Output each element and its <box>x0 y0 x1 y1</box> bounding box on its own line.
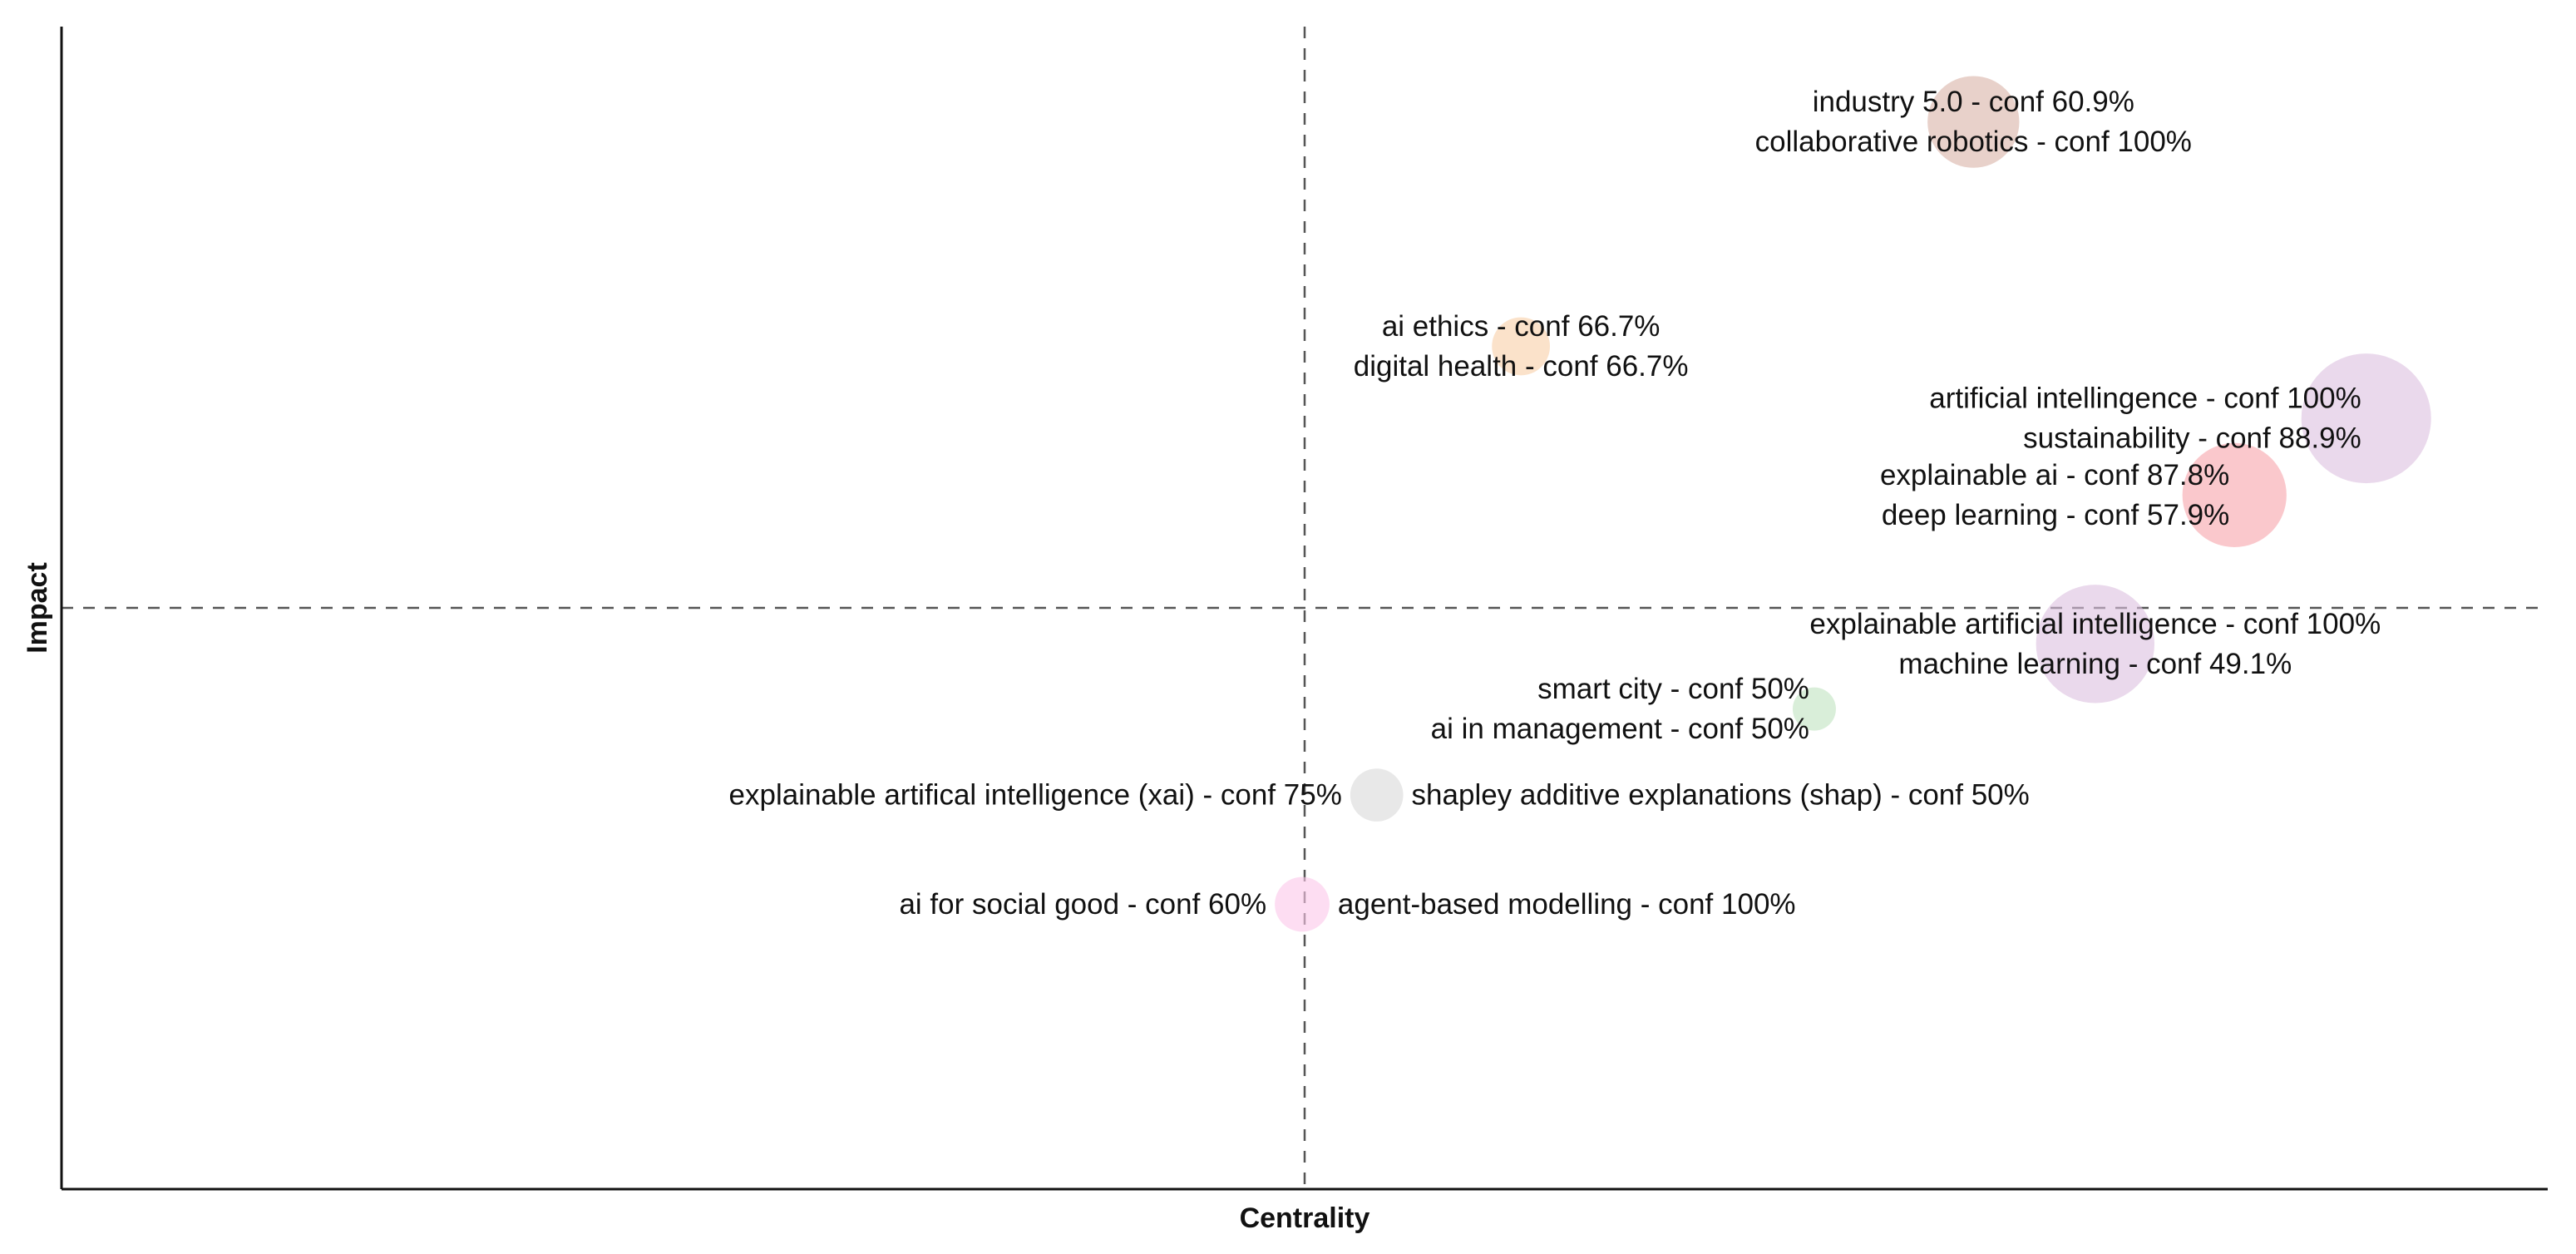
cluster-labels: industry 5.0 - conf 60.9% collaborative r… <box>729 86 2381 921</box>
cluster-label: smart city - conf 50% <box>1537 673 1809 705</box>
cluster-label: deep learning - conf 57.9% <box>1882 499 2229 531</box>
y-axis-title: Impact <box>22 562 53 654</box>
cluster-bubble <box>2182 442 2287 548</box>
cluster-label: agent-based modelling - conf 100% <box>1338 888 1796 921</box>
cluster-bubble <box>1492 317 1551 376</box>
cluster-bubbles <box>1275 76 2431 932</box>
cluster-bubble <box>1792 687 1836 731</box>
cluster-label: sustainability - conf 88.9% <box>2023 422 2361 455</box>
cluster-label: industry 5.0 - conf 60.9% <box>1813 86 2134 118</box>
cluster-label: machine learning - conf 49.1% <box>1898 648 2292 680</box>
cluster-label: ai in management - conf 50% <box>1431 713 1809 745</box>
cluster-label: artificial intellingence - conf 100% <box>1929 383 2361 415</box>
cluster-bubble <box>1275 876 1330 932</box>
axes <box>60 27 2548 1191</box>
reference-lines <box>62 27 2548 1189</box>
cluster-label: shapley additive explanations (shap) - c… <box>1412 779 2030 812</box>
cluster-label: digital health - conf 66.7% <box>1354 350 1689 383</box>
cluster-bubble <box>2036 585 2155 704</box>
cluster-label: explainable ai - conf 87.8% <box>1880 459 2229 491</box>
x-axis-title: Centrality <box>1240 1202 1370 1234</box>
cluster-label: collaborative robotics - conf 100% <box>1755 126 2192 158</box>
cluster-label: ai ethics - conf 66.7% <box>1382 310 1661 343</box>
cluster-label: ai for social good - conf 60% <box>899 888 1266 921</box>
cluster-bubble <box>1927 76 2020 168</box>
cluster-bubble <box>2301 353 2431 484</box>
cluster-label: explainable artifical intelligence (xai)… <box>729 779 1342 812</box>
cluster-label: explainable artificial intelligence - co… <box>1809 608 2381 640</box>
cluster-bubble <box>1350 768 1404 822</box>
